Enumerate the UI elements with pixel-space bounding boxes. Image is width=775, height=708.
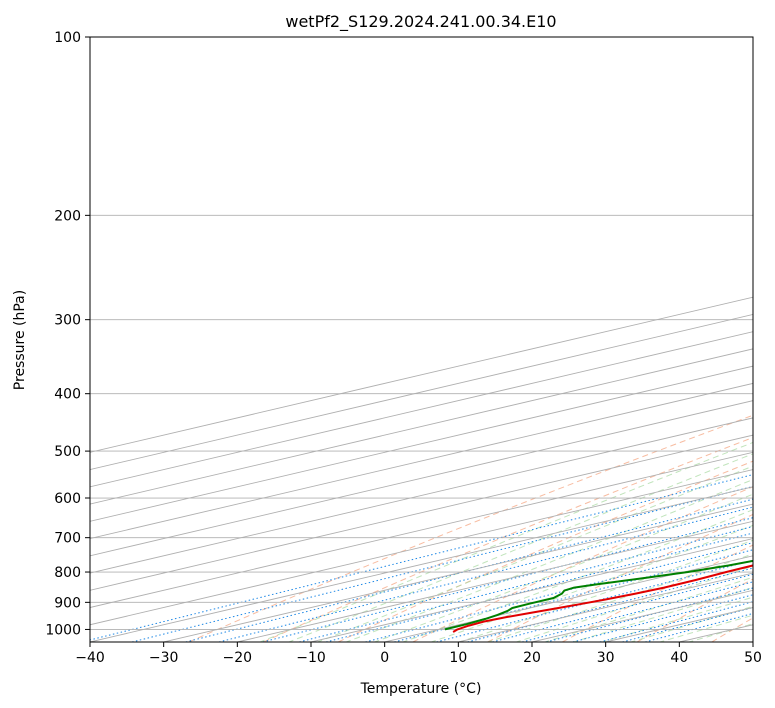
y-tick-label: 500 xyxy=(54,444,81,460)
isotherm-line xyxy=(90,331,753,488)
mixing-ratio-line xyxy=(572,594,753,642)
x-tick-label: −40 xyxy=(75,650,105,666)
isotherm-line xyxy=(90,451,753,608)
x-tick-label: −10 xyxy=(296,650,326,666)
isotherm-grid xyxy=(90,296,753,642)
temperature-line xyxy=(452,564,753,633)
x-axis-title: Temperature (°C) xyxy=(360,681,482,697)
isotherm-line xyxy=(310,538,753,642)
isotherm-line xyxy=(90,400,753,557)
x-tick-label: 30 xyxy=(597,650,615,666)
dry-adiabat-line xyxy=(337,460,753,642)
dry-adiabat-line xyxy=(263,436,753,642)
x-tick-label: 50 xyxy=(744,650,762,666)
moist-adiabat-line xyxy=(401,509,753,642)
moist-adiabat-line xyxy=(486,553,753,642)
y-tick-label: 300 xyxy=(54,313,81,329)
y-tick-label: 700 xyxy=(54,531,81,547)
y-tick-label: 1000 xyxy=(45,622,81,638)
x-tick-label: −30 xyxy=(149,650,179,666)
y-tick-label: 400 xyxy=(54,387,81,403)
dry-adiabats xyxy=(188,414,753,642)
x-tick-label: 40 xyxy=(670,650,688,666)
dewpoint-line xyxy=(444,559,753,631)
plot-frame xyxy=(89,36,754,643)
isotherm-line xyxy=(90,296,753,453)
y-tick-label: 800 xyxy=(54,565,81,581)
x-tick-label: 10 xyxy=(449,650,467,666)
y-tick-label: 200 xyxy=(54,208,81,224)
mixing-ratio-line xyxy=(365,542,753,642)
y-axis: 1000 900 800 700 600 500 400 300 200 100 xyxy=(45,30,90,638)
isotherm-line xyxy=(90,313,753,471)
y-tick-label: 900 xyxy=(54,595,81,611)
profile-series xyxy=(444,559,753,633)
moist-adiabat-line xyxy=(458,539,753,642)
isotherm-line xyxy=(90,417,753,574)
chart-title: wetPf2_S129.2024.241.00.34.E10 xyxy=(285,12,556,32)
isotherm-line xyxy=(237,520,753,642)
x-tick-label: 0 xyxy=(380,650,389,666)
mixing-ratio-lines xyxy=(90,474,753,642)
mixing-ratio-line xyxy=(262,517,753,642)
isobar-grid xyxy=(90,37,753,630)
moist-adiabat-line xyxy=(287,453,753,642)
isotherm-line xyxy=(90,469,753,626)
x-tick-label: 20 xyxy=(523,650,541,666)
mixing-ratio-line xyxy=(299,525,753,642)
isotherm-line xyxy=(90,486,753,642)
y-tick-label: 600 xyxy=(54,491,81,507)
moist-adiabat-line xyxy=(258,441,753,642)
mixing-ratio-line xyxy=(599,601,753,642)
x-axis: −40 −30 −20 −10 0 10 20 30 40 50 xyxy=(75,642,762,666)
y-tick-label: 100 xyxy=(54,30,81,46)
mixing-ratio-line xyxy=(131,485,753,642)
plot-area: 0.10.20.40.611.52346810131620253036-100-… xyxy=(90,37,753,642)
isotherm-line xyxy=(163,503,753,642)
mixing-ratio-line xyxy=(325,532,753,642)
isotherm-line xyxy=(90,434,753,591)
y-axis-title: Pressure (hPa) xyxy=(12,290,28,390)
mixing-ratio-line xyxy=(90,474,753,641)
x-tick-label: −20 xyxy=(223,650,253,666)
moist-adiabat-line xyxy=(543,576,753,642)
